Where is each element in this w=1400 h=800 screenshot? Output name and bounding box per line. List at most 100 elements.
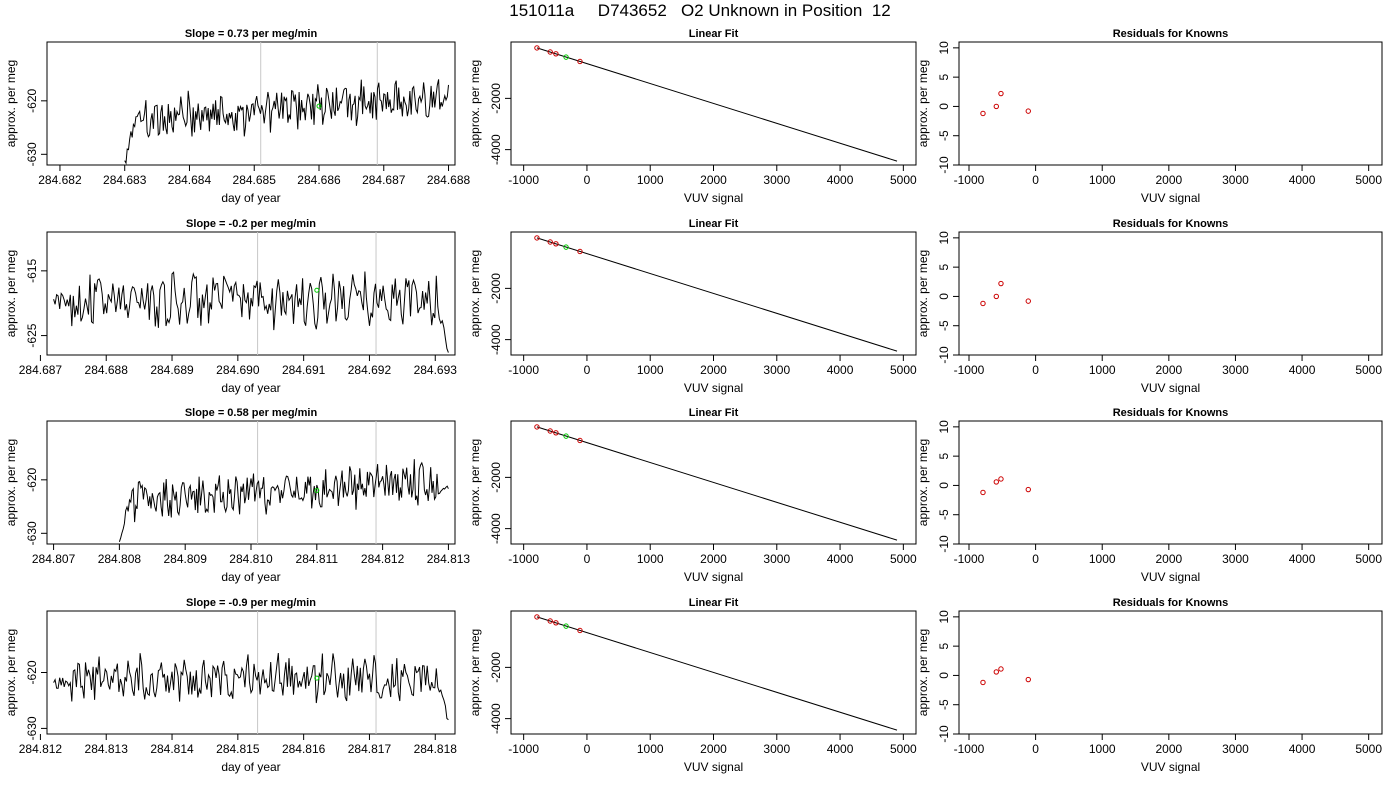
known-point	[553, 51, 559, 57]
known-point	[547, 428, 553, 434]
fit-line	[536, 616, 898, 731]
panel-residuals-row-3: Residuals for Knowns VUV signal approx. pe…	[916, 407, 1383, 584]
y-tick-label: -5	[937, 320, 951, 331]
x-tick-label: 3000	[763, 552, 790, 566]
fit-line	[536, 47, 898, 162]
panel-residuals-row-2: Residuals for Knowns VUV signal approx. pe…	[916, 218, 1383, 395]
x-tick-label: 4000	[1289, 742, 1316, 756]
panel-residuals-row-1: Residuals for Knowns VUV signal approx. pe…	[916, 28, 1383, 205]
x-tick-label: 284.684	[168, 173, 212, 187]
unknown-sample-point	[314, 287, 320, 293]
x-tick-label: 284.815	[216, 742, 260, 756]
known-point	[547, 239, 553, 245]
x-tick-label: 5000	[1355, 363, 1382, 377]
x-axis-label: VUV signal	[684, 760, 743, 774]
residual-point	[998, 666, 1004, 672]
known-point	[553, 620, 559, 626]
x-tick-label: 0	[1032, 742, 1039, 756]
y-tick-label: 5	[937, 73, 951, 80]
fit-line	[536, 426, 898, 541]
x-tick-label: 5000	[1355, 742, 1382, 756]
known-point	[577, 248, 583, 255]
y-tick-label: -2000	[489, 462, 503, 493]
known-point	[547, 618, 553, 624]
x-tick-label: 0	[584, 173, 591, 187]
unknown-sample-point	[563, 623, 569, 629]
residual-point	[993, 103, 1000, 110]
x-tick-label: 284.687	[19, 363, 63, 377]
residual-point	[1025, 298, 1031, 304]
residual-point	[998, 280, 1004, 287]
unknown-sample-point	[314, 488, 320, 494]
panel-fit-row-2: Linear Fit VUV signal approx. per meg -1000…	[468, 218, 917, 395]
known-point	[553, 430, 559, 436]
x-tick-label: 3000	[1222, 173, 1249, 187]
y-axis-label: approx. per meg	[4, 250, 18, 337]
residual-point	[1025, 676, 1031, 683]
x-axis-label: VUV signal	[1141, 381, 1200, 395]
y-tick-label: -4000	[489, 324, 503, 355]
panel-slope-row-2: Slope = -0.2 per meg/min day of year appro…	[4, 218, 457, 395]
x-axis-label: VUV signal	[1141, 191, 1200, 205]
x-tick-label: -1000	[954, 173, 985, 187]
y-tick-label: 0	[937, 482, 951, 489]
panel-title: Linear Fit	[689, 218, 739, 230]
x-tick-label: 284.816	[282, 742, 326, 756]
y-tick-label: 0	[937, 103, 951, 110]
data-series-line	[53, 271, 449, 353]
y-axis-label: approx. per meg	[468, 60, 482, 147]
x-tick-label: -1000	[508, 742, 539, 756]
y-tick-label: 10	[937, 610, 951, 624]
y-tick-label: -4000	[489, 134, 503, 165]
x-tick-label: 1000	[1089, 173, 1116, 187]
x-axis-label: VUV signal	[1141, 760, 1200, 774]
y-axis-label: approx. per meg	[4, 439, 18, 526]
x-tick-label: 1000	[637, 552, 664, 566]
y-tick-label: -620	[25, 660, 39, 684]
y-axis-label: approx. per meg	[916, 629, 930, 716]
data-series-line	[118, 459, 449, 542]
residual-point	[980, 489, 986, 496]
panel-slope-row-4: Slope = -0.9 per meg/min day of year appro…	[4, 597, 457, 774]
residual-point	[998, 90, 1004, 97]
x-tick-label: 2000	[700, 552, 727, 566]
plot-frame	[958, 420, 1383, 545]
y-tick-label: -5	[937, 130, 951, 141]
data-series-line	[53, 652, 449, 721]
x-tick-label: 4000	[827, 742, 854, 756]
y-tick-label: -615	[25, 259, 39, 283]
x-tick-label: 2000	[700, 173, 727, 187]
x-tick-label: 1000	[1089, 552, 1116, 566]
x-tick-label: 284.688	[85, 363, 129, 377]
y-tick-label: -5	[937, 699, 951, 710]
y-tick-label: 5	[937, 263, 951, 270]
panel-title: Residuals for Knowns	[1113, 218, 1229, 230]
x-tick-label: 3000	[763, 363, 790, 377]
panel-fit-row-4: Linear Fit VUV signal approx. per meg -1000…	[468, 597, 917, 774]
x-tick-label: 284.691	[282, 363, 326, 377]
unknown-sample-point	[314, 675, 320, 681]
y-tick-label: -4000	[489, 703, 503, 734]
x-tick-label: 284.814	[150, 742, 194, 756]
y-tick-label: 10	[937, 420, 951, 434]
x-axis-label: day of year	[221, 760, 280, 774]
x-tick-label: 1000	[1089, 363, 1116, 377]
panel-title: Linear Fit	[689, 407, 739, 419]
y-tick-label: -5	[937, 509, 951, 520]
panel-title: Slope = -0.2 per meg/min	[186, 218, 316, 230]
x-tick-label: -1000	[954, 363, 985, 377]
x-tick-label: 284.683	[103, 173, 147, 187]
x-tick-label: 2000	[700, 363, 727, 377]
y-tick-label: 5	[937, 452, 951, 459]
x-tick-label: 284.817	[348, 742, 392, 756]
x-tick-label: 284.690	[216, 363, 260, 377]
x-tick-label: 5000	[1355, 173, 1382, 187]
plot-frame	[46, 41, 456, 166]
y-tick-label: -630	[25, 521, 39, 545]
known-point	[534, 424, 540, 430]
x-tick-label: 4000	[827, 173, 854, 187]
y-tick-label: -10	[937, 535, 951, 553]
y-tick-label: -2000	[489, 652, 503, 683]
y-tick-label: -10	[937, 725, 951, 743]
x-axis-label: VUV signal	[684, 381, 743, 395]
